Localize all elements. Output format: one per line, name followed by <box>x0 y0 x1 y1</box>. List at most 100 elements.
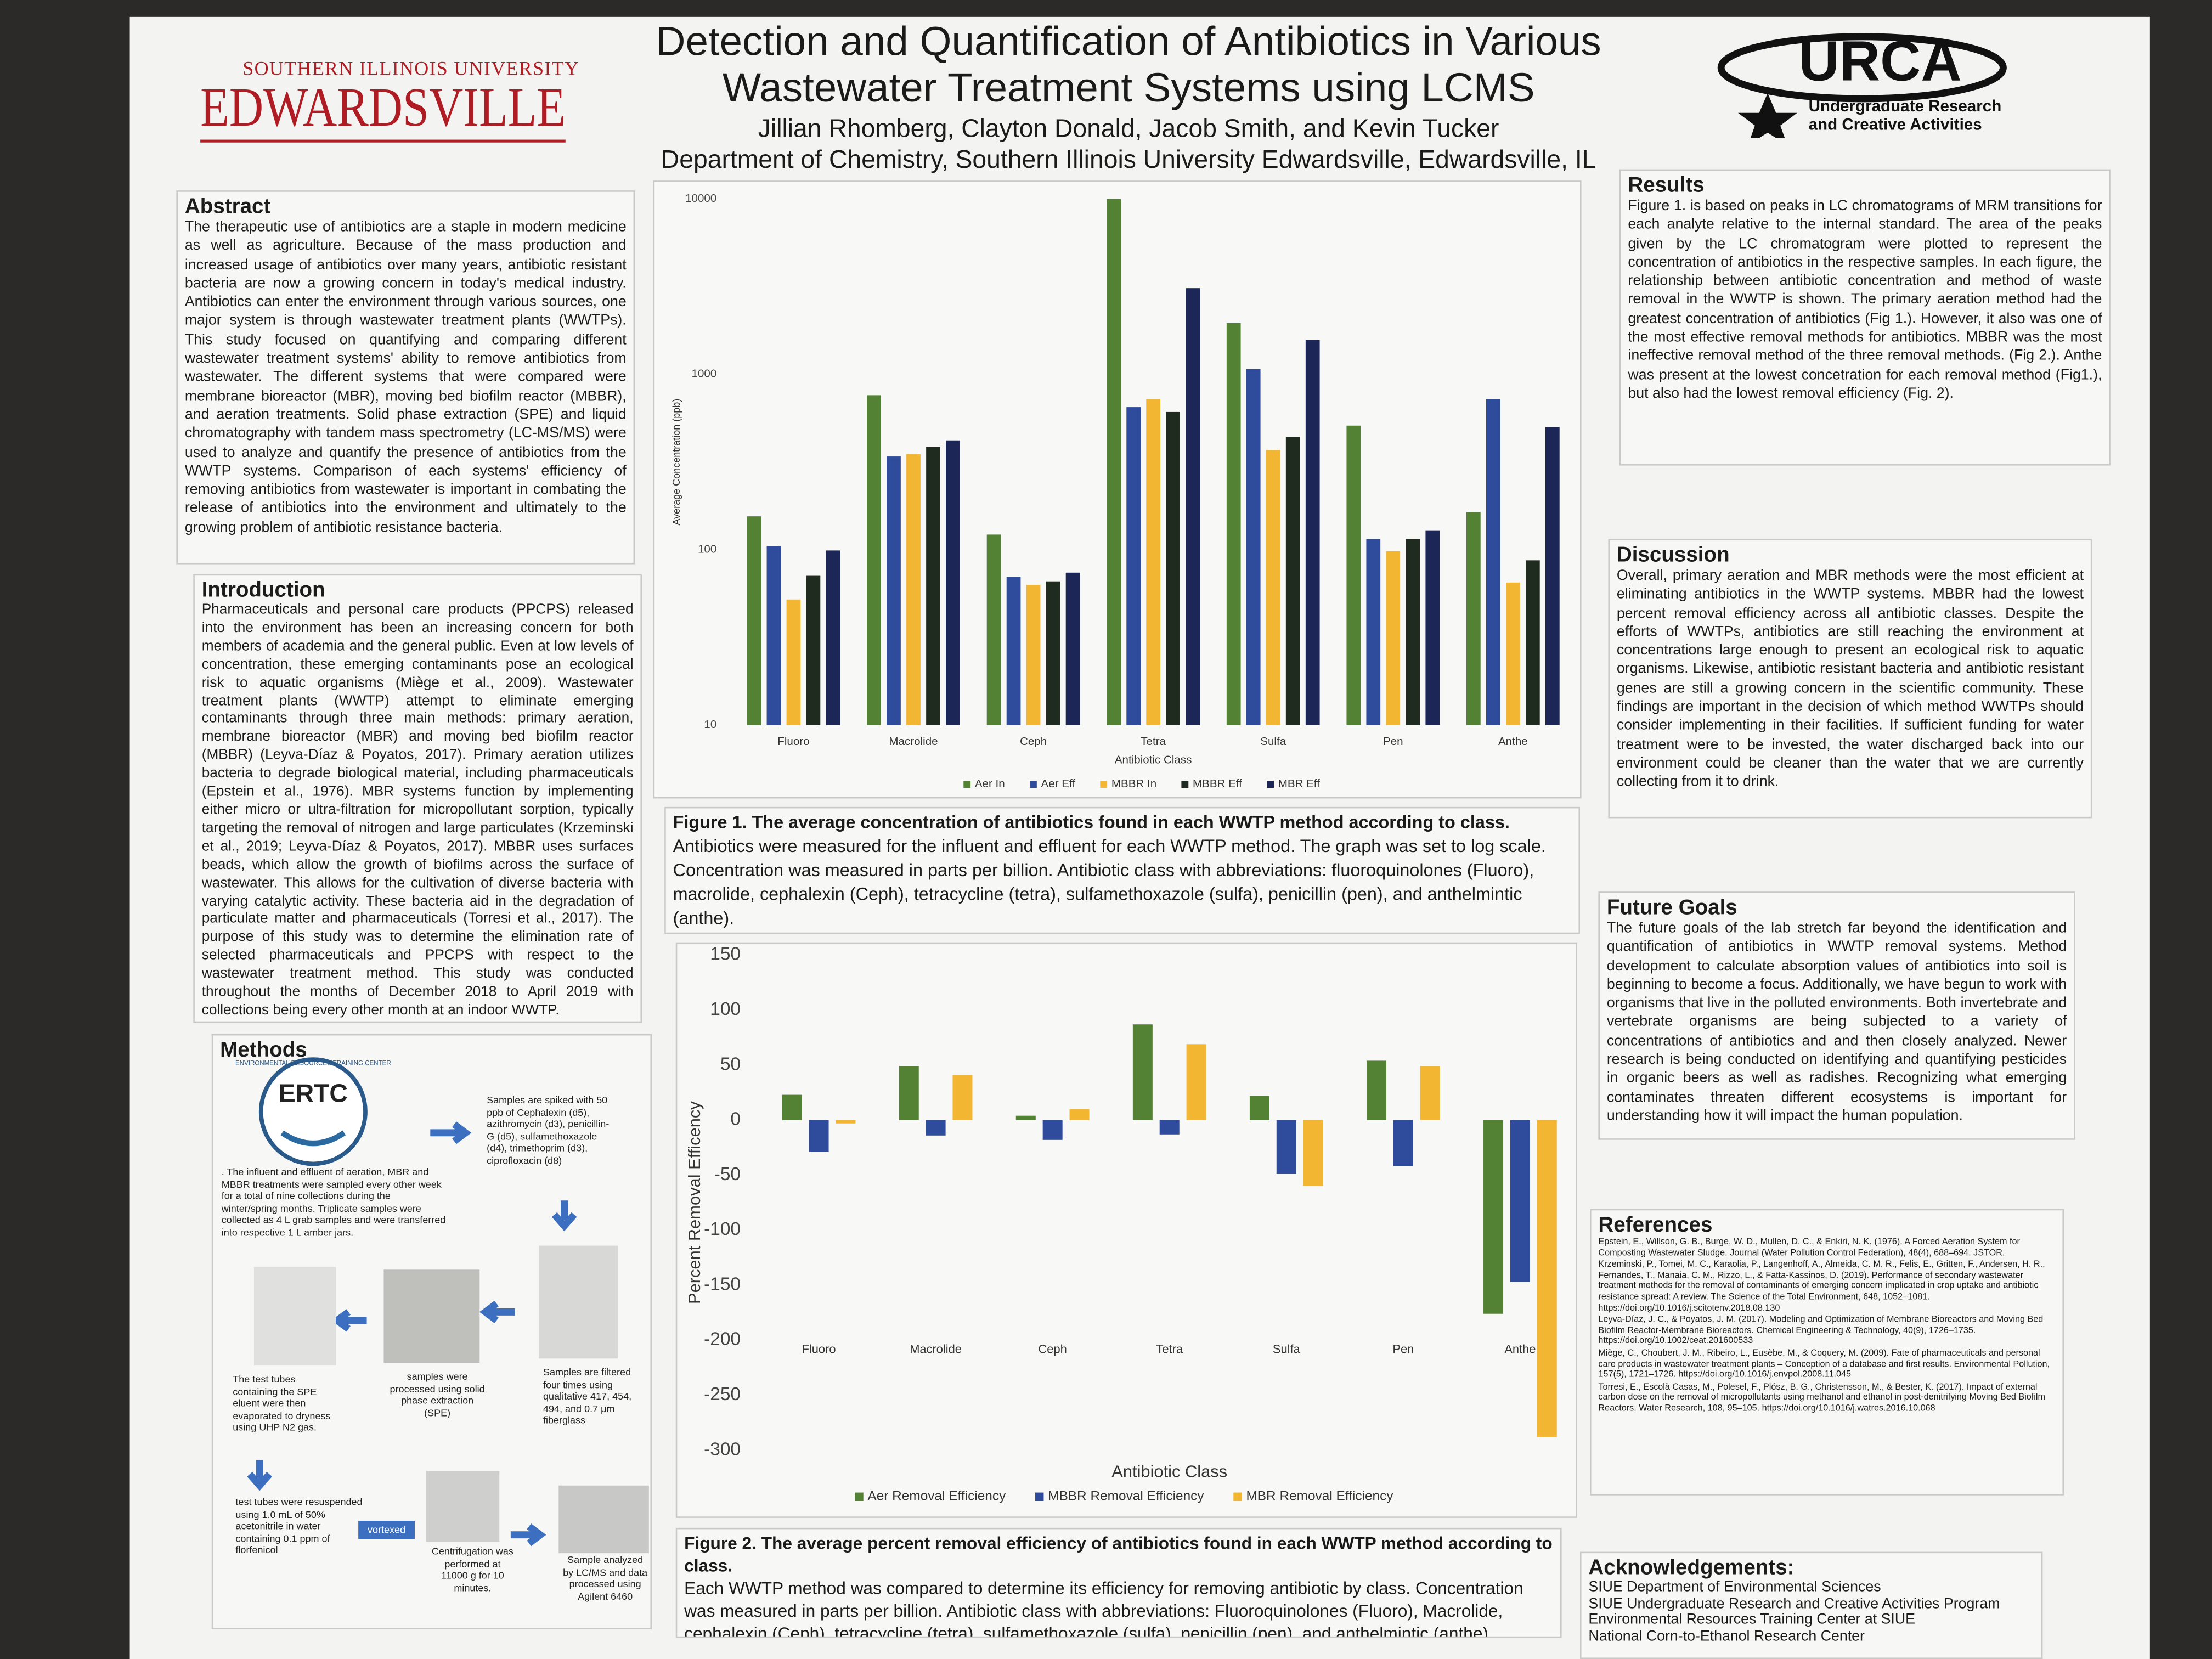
bar <box>1046 581 1060 725</box>
affiliation: Department of Chemistry, Southern Illino… <box>661 145 1596 174</box>
y-tick-label: 100 <box>698 543 716 555</box>
legend-swatch <box>1233 1492 1242 1501</box>
photo-evaporator <box>253 1267 336 1366</box>
legend-label: MBBR In <box>1111 777 1156 790</box>
bar <box>782 1094 802 1120</box>
bar <box>1386 551 1401 725</box>
bar <box>986 534 1001 725</box>
y-tick-label: -250 <box>704 1384 741 1404</box>
acknowledgement: Environmental Resources Training Center … <box>1588 1612 1915 1628</box>
legend-label: MBR Removal Efficiency <box>1246 1489 1393 1504</box>
paragraph: The therapeutic use of antibiotics are a… <box>184 220 627 536</box>
urca-logo-mark <box>1717 33 2007 139</box>
y-axis-title: Average Concentration (ppb) <box>671 399 682 526</box>
bar <box>836 1120 856 1124</box>
bar <box>786 599 801 725</box>
y-tick-label: 150 <box>710 944 741 964</box>
legend-swatch <box>963 781 971 788</box>
bar <box>1483 1120 1504 1314</box>
y-tick-label: 100 <box>710 999 741 1019</box>
bar <box>747 516 761 725</box>
reference: Leyva-Díaz, J. C., & Poyatos, J. M. (201… <box>1598 1314 2044 1347</box>
x-tick-label: Ceph <box>1039 1342 1067 1356</box>
vortex-tag <box>358 1521 415 1539</box>
future-goals: Future Goals The future goals of the lab… <box>1598 891 2075 1140</box>
paragraph: Figure 1. is based on peaks in LC chroma… <box>1628 199 2102 402</box>
photo-spe <box>383 1269 480 1363</box>
bar <box>1132 1024 1153 1120</box>
paragraph: Pharmaceuticals and personal care produc… <box>201 602 634 1019</box>
x-tick-label: Pen <box>1392 1342 1414 1356</box>
title-line: Wastewater Treatment Systems using LCMS <box>722 66 1535 112</box>
bar <box>1126 407 1141 725</box>
bar <box>952 1075 973 1120</box>
heading: Methods <box>220 1038 307 1063</box>
results: Results Figure 1. is based on peaks in L… <box>1620 169 2111 466</box>
legend-label: MBR Eff <box>1278 777 1320 790</box>
logo-text: Undergraduate Research and Creative Acti… <box>1809 99 2002 136</box>
photo-lcms <box>558 1485 649 1554</box>
legend-label: Aer Eff <box>1041 777 1076 790</box>
legend-swatch <box>855 1492 864 1501</box>
photo-filter <box>539 1245 618 1359</box>
bar <box>1042 1120 1063 1140</box>
method-step: The test tubes containing the SPE eluent… <box>233 1375 331 1434</box>
method-step: . The influent and effluent of aeration,… <box>221 1168 446 1239</box>
arrow <box>430 1121 472 1144</box>
x-tick-label: Anthe <box>1504 1342 1536 1356</box>
authors: Jillian Rhomberg, Clayton Donald, Jacob … <box>758 114 1499 143</box>
bar <box>1285 437 1300 725</box>
university-top: SOUTHERN ILLINOIS UNIVERSITY <box>242 59 580 81</box>
legend-swatch <box>1029 781 1037 788</box>
reference: Krzeminski, P., Tomei, M. C., Karaolia, … <box>1598 1260 2045 1313</box>
bar <box>1107 199 1121 725</box>
bar <box>1159 1120 1180 1135</box>
university-name: EDWARDSVILLE <box>200 76 566 143</box>
bar <box>1510 1120 1530 1282</box>
bar <box>946 440 960 725</box>
figure-2-caption: Figure 2. The average percent removal ef… <box>675 1527 1562 1638</box>
bar <box>826 550 840 725</box>
bar <box>1346 425 1361 725</box>
ertc-ring-text: ENVIRONMENTAL RESOURCES TRAINING CENTER <box>235 1060 391 1066</box>
acknowledgement-list: SIUE Department of Environmental Science… <box>1588 1580 2034 1645</box>
bar <box>1486 399 1500 725</box>
bar <box>926 447 940 725</box>
bar <box>1226 323 1241 725</box>
y-tick-label: -200 <box>704 1329 741 1350</box>
legend-swatch <box>1267 781 1274 788</box>
method-step: Centrifugation was performed at 11000 g … <box>431 1547 514 1594</box>
caption-text: Each WWTP method was compared to determi… <box>684 1578 1523 1638</box>
reference-list: Epstein, E., Willson, G. B., Burge, W. D… <box>1598 1237 2055 1414</box>
bar <box>1266 450 1280 725</box>
ertc-logo-text: ERTC <box>279 1079 348 1107</box>
arrow <box>247 1460 272 1491</box>
legend-label: Aer In <box>975 777 1005 790</box>
heading: Discussion <box>1616 543 1730 567</box>
caption-title: Figure 2. The average percent removal ef… <box>684 1533 1553 1576</box>
bar <box>1303 1120 1323 1187</box>
method-step: samples were processed using solid phase… <box>390 1373 485 1419</box>
bar <box>899 1066 919 1120</box>
arrow <box>510 1523 546 1547</box>
bar <box>1366 539 1381 725</box>
references: References Epstein, E., Willson, G. B., … <box>1590 1209 2064 1496</box>
bar <box>1393 1120 1413 1166</box>
acknowledgement: SIUE Undergraduate Research and Creative… <box>1588 1596 2000 1612</box>
reference: Epstein, E., Willson, G. B., Burge, W. D… <box>1598 1237 2020 1258</box>
bar <box>1246 369 1261 725</box>
acknowledgement: National Corn-to-Ethanol Research Center <box>1588 1629 1865 1645</box>
figure-1-caption: Figure 1. The average concentration of a… <box>664 806 1580 934</box>
x-tick-label: Tetra <box>1156 1342 1183 1356</box>
logo-line: Undergraduate Research <box>1808 99 2002 116</box>
title-line: Detection and Quantification of Antibiot… <box>656 20 1601 65</box>
bar <box>1186 288 1200 725</box>
acknowledgement: SIUE Department of Environmental Science… <box>1588 1580 1881 1596</box>
y-tick-label: -300 <box>704 1439 741 1459</box>
x-tick-label: Pen <box>1383 735 1403 748</box>
method-step: Samples are filtered four times using qu… <box>543 1368 632 1427</box>
bar <box>1526 560 1540 725</box>
discussion: Discussion Overall, primary aeration and… <box>1608 539 2092 819</box>
